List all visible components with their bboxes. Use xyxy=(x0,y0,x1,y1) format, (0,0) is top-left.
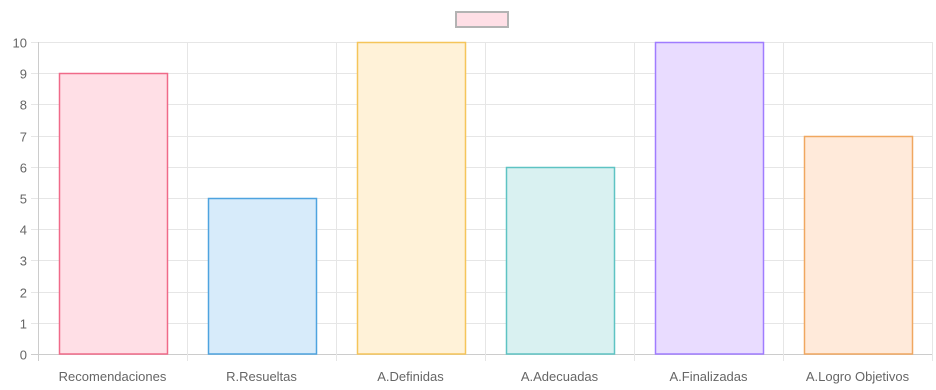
bar-a-finalizadas xyxy=(654,41,765,355)
x-tick-label: A.Logro Objetivos xyxy=(806,369,910,384)
x-tick-label: Recomendaciones xyxy=(59,369,167,384)
x-tick-label: A.Definidas xyxy=(377,369,444,384)
legend-swatch xyxy=(455,11,509,28)
y-tick-label: 6 xyxy=(20,161,27,176)
x-tick-label: A.Adecuadas xyxy=(521,369,599,384)
bar-recomendaciones xyxy=(58,72,169,355)
y-tick-label: 9 xyxy=(20,67,27,82)
bar-a-adecuadas xyxy=(505,166,616,355)
y-tick-label: 2 xyxy=(20,286,27,301)
bar-a-logro-objetivos xyxy=(803,135,914,355)
y-tick-label: 0 xyxy=(20,348,27,363)
bar-a-definidas xyxy=(356,41,467,355)
bar-r-resueltas xyxy=(207,197,318,355)
y-tick-label: 5 xyxy=(20,192,27,207)
x-tick-label: R.Resueltas xyxy=(226,369,297,384)
y-tick-label: 7 xyxy=(20,130,27,145)
y-tick-label: 3 xyxy=(20,254,27,269)
x-tick-label: A.Finalizadas xyxy=(669,369,748,384)
y-tick-label: 10 xyxy=(13,36,27,51)
y-tick-label: 1 xyxy=(20,317,27,332)
y-tick-label: 4 xyxy=(20,223,27,238)
y-tick-label: 8 xyxy=(20,98,27,113)
